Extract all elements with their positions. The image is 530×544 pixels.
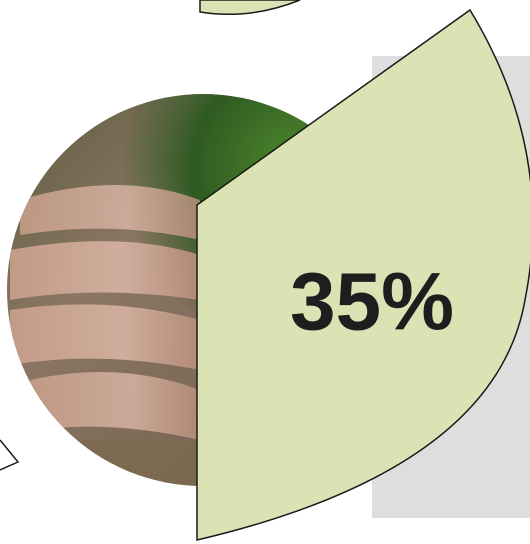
segment-top: [199, 0, 301, 16]
percentage-label: 35%: [290, 257, 454, 348]
pointer: [0, 439, 20, 471]
segment: [196, 8, 530, 541]
